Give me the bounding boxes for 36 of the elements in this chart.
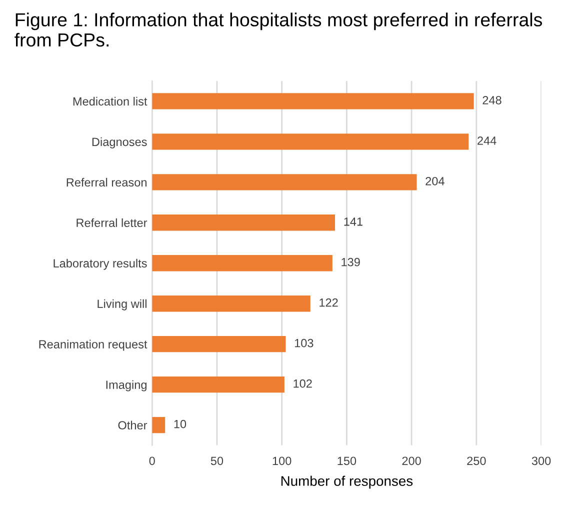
x-axis-title: Number of responses bbox=[281, 476, 413, 489]
x-tick-label: 100 bbox=[272, 456, 292, 466]
x-tick-label: 250 bbox=[467, 456, 486, 466]
y-tick-label: Imaging bbox=[106, 380, 146, 392]
x-tick-label: 150 bbox=[338, 456, 356, 466]
bar bbox=[152, 255, 332, 272]
bar bbox=[152, 296, 310, 312]
y-tick-label: Living will bbox=[98, 299, 146, 310]
y-tick-label: Referral reason bbox=[66, 178, 146, 187]
bar bbox=[152, 336, 286, 352]
chart-title: Figure 1: Information that hospitalists most preferred in referrals from PCPs. bbox=[14, 12, 542, 47]
y-tick-label: Reanimation request bbox=[39, 340, 148, 351]
data-label: 141 bbox=[344, 218, 362, 226]
x-tick-label: 300 bbox=[532, 456, 551, 466]
data-label: 10 bbox=[174, 420, 186, 428]
x-tick-label: 0 bbox=[149, 456, 155, 466]
y-tick-label: Laboratory results bbox=[54, 258, 147, 270]
data-label: 122 bbox=[320, 298, 338, 307]
bar bbox=[152, 376, 284, 393]
y-tick-label: Medication list bbox=[73, 96, 148, 106]
data-label: 204 bbox=[426, 176, 444, 186]
bar bbox=[152, 214, 336, 231]
x-tick-label: 200 bbox=[402, 456, 421, 466]
bar bbox=[152, 174, 417, 190]
data-label: 102 bbox=[294, 379, 312, 388]
data-label: 103 bbox=[294, 338, 314, 348]
x-tick-label: 50 bbox=[210, 456, 224, 466]
bar bbox=[152, 134, 469, 150]
data-label: 248 bbox=[482, 96, 502, 104]
y-tick-label: Diagnoses bbox=[92, 137, 147, 148]
data-label: 244 bbox=[478, 136, 496, 145]
data-label: 139 bbox=[342, 258, 360, 266]
bar bbox=[152, 93, 474, 110]
bar bbox=[152, 416, 166, 434]
y-tick-label: Other bbox=[118, 420, 148, 430]
y-tick-label: Referral letter bbox=[76, 218, 148, 228]
